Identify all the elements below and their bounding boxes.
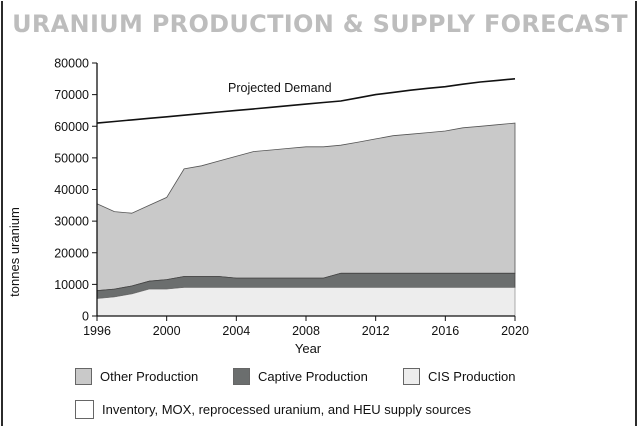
y-tick-label: 0 — [82, 310, 89, 324]
legend-swatch-other — [75, 368, 92, 385]
area-cis-production — [96, 287, 516, 317]
y-tick-label: 40000 — [54, 183, 89, 197]
y-tick-label: 80000 — [54, 57, 89, 71]
annotation-projected-demand: Projected Demand — [228, 81, 332, 95]
y-tick-label: 10000 — [54, 278, 89, 292]
y-tick-label: 70000 — [54, 88, 89, 102]
x-tick-label: 2012 — [362, 324, 390, 338]
x-tick-label: 2004 — [222, 324, 250, 338]
x-tick-label: 2020 — [501, 324, 529, 338]
legend-label-cis: CIS Production — [428, 369, 516, 384]
x-axis-label: Year — [295, 341, 322, 356]
legend-item-inventory: Inventory, MOX, reprocessed uranium, and… — [75, 400, 471, 419]
legend-label-inventory: Inventory, MOX, reprocessed uranium, and… — [102, 402, 471, 417]
legend-swatch-captive — [233, 368, 250, 385]
x-tick-label: 1996 — [83, 324, 111, 338]
legend-item-cis: CIS Production — [403, 368, 515, 385]
legend-swatch-inventory — [75, 400, 94, 419]
legend-swatch-cis — [403, 368, 420, 385]
area-other-production — [96, 122, 516, 292]
x-tick-label: 2008 — [292, 324, 320, 338]
legend-item-other: Other Production — [75, 368, 198, 385]
legend-label-captive: Captive Production — [258, 369, 368, 384]
legend-label-other: Other Production — [100, 369, 199, 384]
chart-title: URANIUM PRODUCTION & SUPPLY FORECAST — [12, 10, 628, 38]
line-projected-demand — [96, 78, 516, 124]
x-tick-label: 2016 — [431, 324, 459, 338]
y-tick-label: 60000 — [54, 120, 89, 134]
y-tick-label: 50000 — [54, 151, 89, 165]
y-tick-label: 30000 — [54, 215, 89, 229]
y-tick-label: 20000 — [54, 246, 89, 260]
x-tick-label: 2000 — [153, 324, 181, 338]
legend-item-captive: Captive Production — [233, 368, 368, 385]
